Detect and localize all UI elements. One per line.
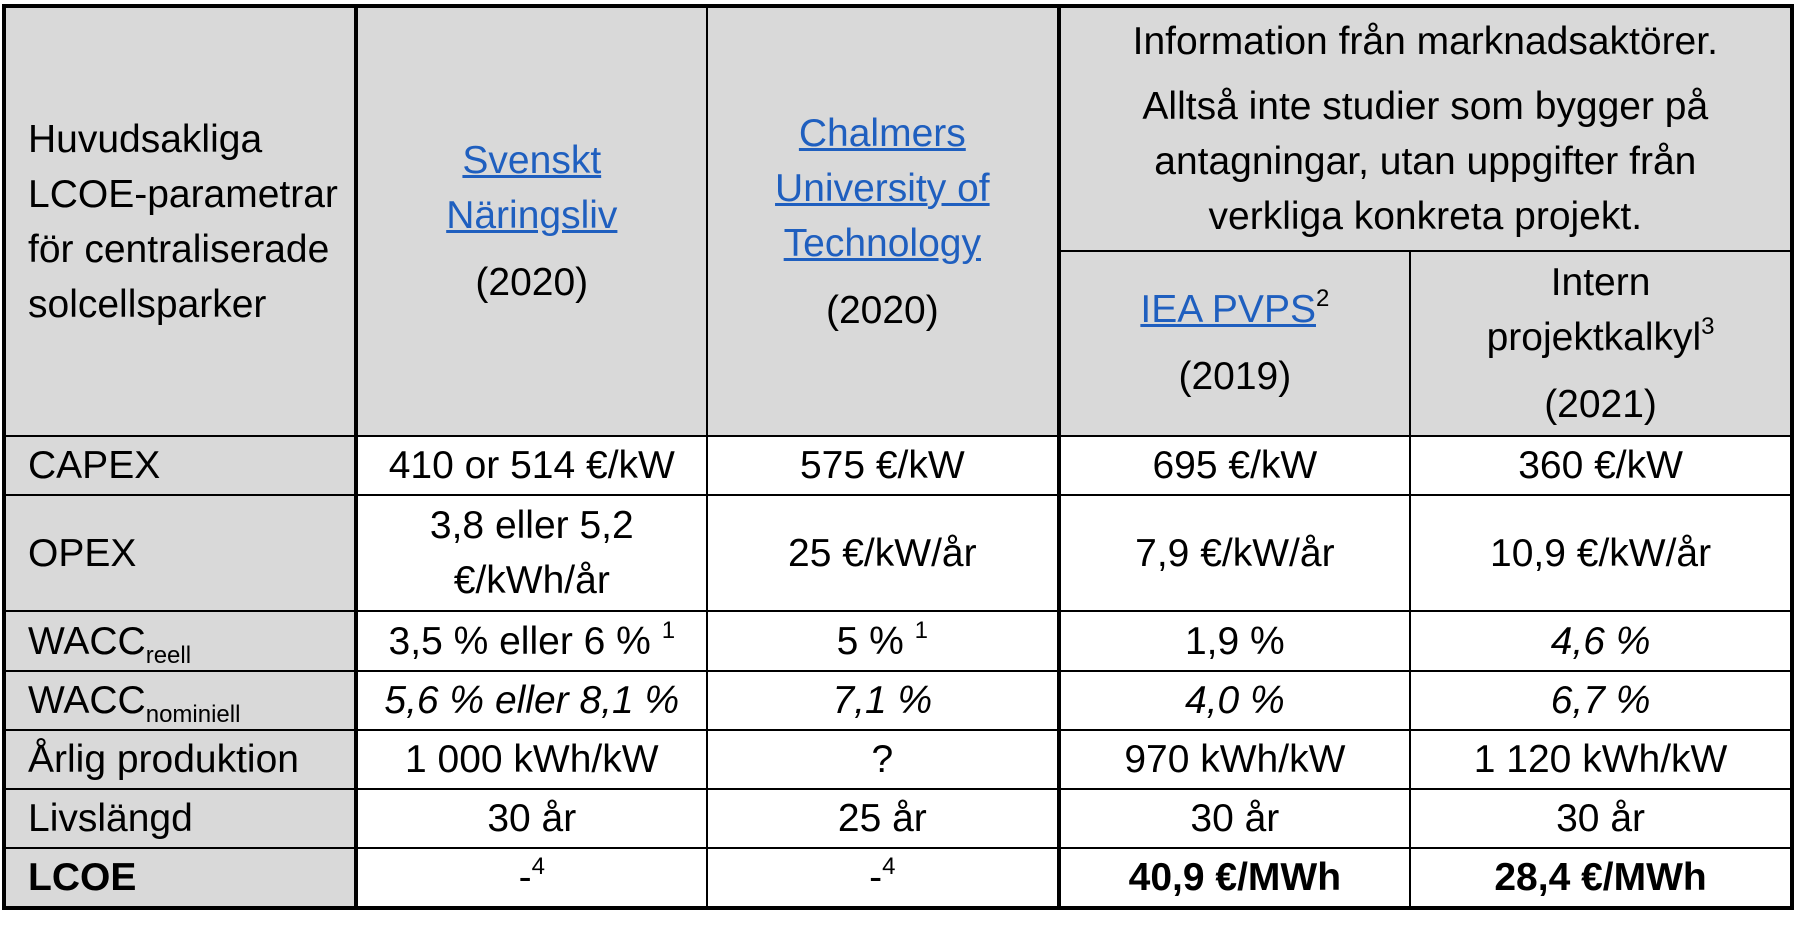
table-cell: 40,9 €/MWh xyxy=(1056,846,1412,911)
label-subscript: reell xyxy=(145,641,192,669)
link-line: University of xyxy=(775,166,990,210)
row-label-arlig-produktion: Årlig produktion xyxy=(2,728,357,790)
row-label-lcoe: LCOE xyxy=(2,846,357,911)
table-cell: 25 €/kW/år xyxy=(706,494,1060,613)
cell-text: 5 % xyxy=(836,619,915,663)
cell-line: €/kWh/år xyxy=(453,559,610,603)
footnote-marker: 2 xyxy=(1315,285,1330,313)
iea-pvps-header: IEA PVPS2 (2019) xyxy=(1056,249,1412,438)
market-actors-subtitle-line: Alltså inte studier som bygger på xyxy=(1142,84,1709,128)
table-cell: ? xyxy=(706,728,1060,790)
table-cell: 30 år xyxy=(1056,787,1412,849)
table-cell: 7,1 % xyxy=(706,669,1060,731)
cell-text: - xyxy=(869,855,883,899)
intern-label-line: projektkalkyl3 xyxy=(1421,310,1780,365)
row-label-livslangd: Livslängd xyxy=(2,787,357,849)
parameter-header-cell: Huvudsakliga LCOE-parametrar för central… xyxy=(2,3,357,438)
link-text: IEA PVPS xyxy=(1140,288,1316,332)
market-actors-header: Information från marknadsaktörer. Alltså… xyxy=(1056,4,1795,252)
parameter-header-line: för centraliserade xyxy=(28,227,330,271)
table-cell: -4 xyxy=(353,846,709,911)
table-cell: 360 €/kW xyxy=(1409,435,1794,497)
row-label-capex: CAPEX xyxy=(2,435,357,497)
table-row: WACCreell 3,5 % eller 6 % 1 5 % 1 1,9 % … xyxy=(2,610,1794,672)
table-cell: -4 xyxy=(706,846,1060,911)
link-line: Näringsliv xyxy=(446,194,618,238)
table-cell: 28,4 €/MWh xyxy=(1409,846,1794,911)
table-row: Livslängd 30 år 25 år 30 år 30 år xyxy=(2,787,1794,849)
footnote-marker: 4 xyxy=(531,852,545,880)
link-line: Technology xyxy=(783,221,981,265)
table-cell: 10,9 €/kW/år xyxy=(1409,494,1794,613)
svenskt-naringsliv-link[interactable]: Svenskt Näringsliv xyxy=(368,133,697,243)
table-cell: 30 år xyxy=(353,787,709,849)
table-row: LCOE -4 -4 40,9 €/MWh 28,4 €/MWh xyxy=(2,846,1794,911)
table-cell: 1 000 kWh/kW xyxy=(353,728,709,790)
table-cell: 4,6 % xyxy=(1409,610,1794,672)
table-cell: 1 120 kWh/kW xyxy=(1409,728,1794,790)
parameter-header-line: LCOE-parametrar xyxy=(28,172,338,216)
lcoe-parameter-table: Huvudsakliga LCOE-parametrar för central… xyxy=(2,3,1795,911)
link-line: Svenskt xyxy=(462,139,602,183)
table-cell: 7,9 €/kW/år xyxy=(1056,494,1412,613)
parameter-header-line: solcellsparker xyxy=(28,282,267,326)
table-row: WACCnominiell 5,6 % eller 8,1 % 7,1 % 4,… xyxy=(2,669,1794,731)
intern-projektkalkyl-year: (2021) xyxy=(1544,382,1657,426)
link-line: Chalmers xyxy=(798,111,966,155)
table-cell: 970 kWh/kW xyxy=(1056,728,1412,790)
market-actors-subtitle-line: verkliga konkreta projekt. xyxy=(1208,194,1643,238)
table-cell: 4,0 % xyxy=(1056,669,1412,731)
label-subscript: nominiell xyxy=(145,700,241,728)
parameter-header-line: Huvudsakliga xyxy=(28,117,263,161)
intern-projektkalkyl-header: Intern projektkalkyl3 (2021) xyxy=(1409,249,1794,438)
table-cell: 1,9 % xyxy=(1056,610,1412,672)
iea-pvps-link[interactable]: IEA PVPS xyxy=(1140,288,1316,331)
label-text: WACC xyxy=(28,619,146,663)
table-cell: 575 €/kW xyxy=(706,435,1060,497)
table-cell: 3,8 eller 5,2 €/kWh/år xyxy=(353,494,709,613)
cell-line: 3,8 eller 5,2 xyxy=(429,504,634,548)
table-cell: 695 €/kW xyxy=(1056,435,1412,497)
table-row: Årlig produktion 1 000 kWh/kW ? 970 kWh/… xyxy=(2,728,1794,790)
cell-text: - xyxy=(518,855,532,899)
chalmers-header: Chalmers University of Technology (2020) xyxy=(706,3,1060,438)
chalmers-year: (2020) xyxy=(825,288,939,332)
table-cell: 3,5 % eller 6 % 1 xyxy=(353,610,709,672)
market-actors-title: Information från marknadsaktörer. xyxy=(1132,19,1718,63)
table-cell: 410 or 514 €/kW xyxy=(353,435,709,497)
footnote-marker: 4 xyxy=(882,852,896,880)
table-row: OPEX 3,8 eller 5,2 €/kWh/år 25 €/kW/år 7… xyxy=(2,494,1794,613)
table-cell: 6,7 % xyxy=(1409,669,1794,731)
intern-label-line: Intern xyxy=(1550,260,1651,304)
row-label-opex: OPEX xyxy=(2,494,357,613)
table-row: CAPEX 410 or 514 €/kW 575 €/kW 695 €/kW … xyxy=(2,435,1794,497)
table-cell: 30 år xyxy=(1409,787,1794,849)
cell-text: 3,5 % eller 6 % xyxy=(388,619,662,663)
svenskt-naringsliv-header: Svenskt Näringsliv (2020) xyxy=(353,3,709,438)
table-cell: 5,6 % eller 8,1 % xyxy=(353,669,709,731)
footnote-marker: 1 xyxy=(661,616,676,644)
intern-label-text: projektkalkyl xyxy=(1486,315,1702,359)
chalmers-link[interactable]: Chalmers University of Technology xyxy=(718,106,1047,271)
label-text: WACC xyxy=(28,678,146,722)
svenskt-naringsliv-year: (2020) xyxy=(475,261,589,305)
market-actors-subtitle-line: antagningar, utan uppgifter från xyxy=(1154,139,1697,183)
footnote-marker: 1 xyxy=(914,616,929,644)
table-cell: 5 % 1 xyxy=(706,610,1060,672)
iea-pvps-year: (2019) xyxy=(1178,355,1292,399)
row-label-wacc-reell: WACCreell xyxy=(2,610,357,672)
table-cell: 25 år xyxy=(706,787,1060,849)
footnote-marker: 3 xyxy=(1701,312,1715,340)
row-label-wacc-nominiell: WACCnominiell xyxy=(2,669,357,731)
